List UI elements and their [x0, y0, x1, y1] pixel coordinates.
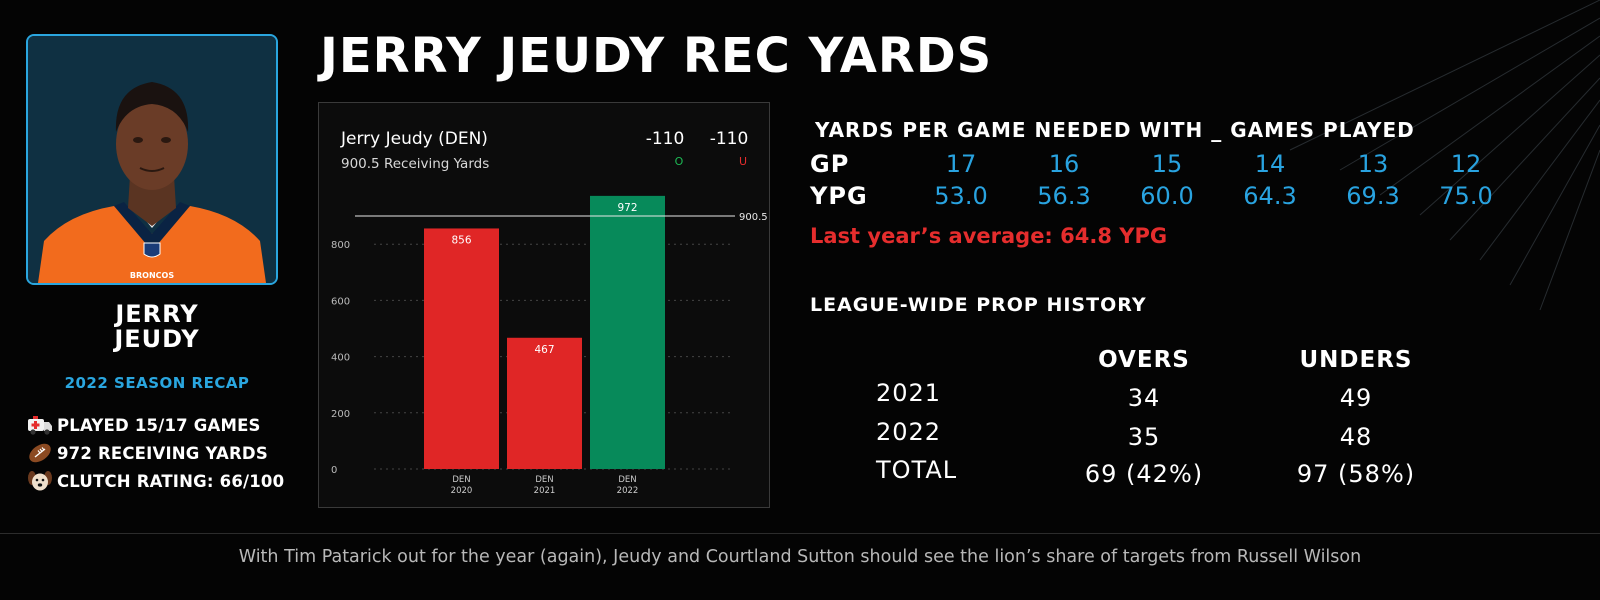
over-odds: -110: [646, 129, 685, 149]
history-row-label: TOTAL: [876, 456, 958, 484]
y-tick-label: 200: [331, 409, 350, 420]
x-tick-label: DEN: [452, 475, 470, 485]
player-name-line2: JEUDY: [114, 325, 200, 353]
over-label: O: [675, 155, 684, 168]
history-unders-cell: 97 (58%): [1296, 460, 1416, 488]
player-photo: BRONCOS: [26, 34, 278, 285]
bar: [424, 228, 499, 469]
y-tick-label: 800: [331, 240, 350, 251]
bar: [507, 337, 582, 469]
stat-text: 972 RECEIVING YARDS: [57, 443, 268, 463]
stat-receiving-yards: 972 RECEIVING YARDS: [27, 439, 307, 467]
chart-line-label: 900.5 Receiving Yards: [341, 156, 489, 172]
history-overs-cell: 34: [1127, 384, 1161, 412]
history-row-label: 2021: [876, 379, 942, 407]
ypg-cell: 60.0: [1140, 182, 1194, 210]
unders-column-header: UNDERS: [1299, 347, 1413, 373]
gp-cell: 13: [1357, 150, 1389, 178]
gp-cell: 15: [1151, 150, 1183, 178]
history-overs-cell: 69 (42%): [1084, 460, 1204, 488]
ypg-cell: 75.0: [1439, 182, 1493, 210]
gp-cell: 12: [1450, 150, 1482, 178]
gp-cell: 14: [1254, 150, 1286, 178]
x-tick-label: DEN: [618, 475, 636, 485]
season-recap-label: 2022 SEASON RECAP: [64, 374, 250, 392]
caption-text: With Tim Patarick out for the year (agai…: [238, 547, 1362, 567]
chart-player-name: Jerry Jeudy (DEN): [340, 129, 488, 149]
caption-divider: [0, 533, 1600, 534]
ypg-heading: YARDS PER GAME NEEDED WITH _ GAMES PLAYE…: [815, 118, 1415, 142]
stat-text: PLAYED 15/17 GAMES: [57, 415, 261, 435]
jersey-wordmark: BRONCOS: [130, 271, 174, 280]
player-name: JERRY JEUDY: [26, 302, 288, 352]
ypg-cell: 64.3: [1243, 182, 1297, 210]
history-unders-cell: 48: [1339, 423, 1373, 451]
ypg-cell: 69.3: [1346, 182, 1400, 210]
player-headshot-illustration: BRONCOS: [28, 36, 276, 283]
x-tick-label: 2022: [617, 486, 639, 496]
stat-games-played: PLAYED 15/17 GAMES: [27, 411, 307, 439]
y-tick-label: 400: [331, 353, 350, 364]
ypg-cell: 53.0: [934, 182, 988, 210]
history-row-label: 2022: [876, 418, 942, 446]
x-tick-label: 2021: [534, 486, 556, 496]
overs-column-header: OVERS: [1098, 347, 1190, 373]
gp-cell: 16: [1048, 150, 1080, 178]
y-tick-label: 600: [331, 296, 350, 307]
player-name-line1: JERRY: [115, 300, 199, 328]
football-icon: [27, 441, 57, 465]
gp-label: GP: [810, 150, 850, 178]
bar-value-label: 856: [451, 234, 471, 246]
gp-cell: 17: [945, 150, 977, 178]
history-overs-cell: 35: [1127, 423, 1161, 451]
stat-clutch-rating: CLUTCH RATING: 66/100: [27, 467, 307, 495]
x-tick-label: DEN: [535, 475, 553, 485]
prop-chart-card: Jerry Jeudy (DEN) 900.5 Receiving Yards …: [318, 102, 770, 508]
ambulance-icon: [27, 413, 57, 437]
ypg-label: YPG: [810, 182, 868, 210]
page-title: JERRY JEUDY REC YARDS: [320, 28, 993, 84]
under-label: U: [739, 155, 747, 168]
bar-value-label: 467: [534, 344, 554, 356]
y-tick-label: 0: [331, 465, 337, 476]
ypg-gp-row: GP 17 16 15 14 13 12: [810, 150, 1520, 182]
x-tick-label: 2020: [451, 486, 473, 496]
bar: [590, 195, 665, 470]
receiving-yards-bar-chart: Jerry Jeudy (DEN) 900.5 Receiving Yards …: [331, 129, 768, 496]
prop-history-heading: LEAGUE-WIDE PROP HISTORY: [810, 294, 1147, 316]
last-year-average: Last year’s average: 64.8 YPG: [810, 224, 1168, 248]
dog-face-icon: [27, 469, 57, 493]
season-stats-list: PLAYED 15/17 GAMES 972 RECEIVING YARDS: [27, 411, 307, 495]
ypg-table: GP 17 16 15 14 13 12 YPG 53.0 56.3 60.0 …: [810, 150, 1520, 214]
under-odds: -110: [710, 129, 749, 149]
ypg-values-row: YPG 53.0 56.3 60.0 64.3 69.3 75.0: [810, 182, 1520, 214]
stat-text: CLUTCH RATING: 66/100: [57, 471, 285, 491]
ypg-cell: 56.3: [1037, 182, 1091, 210]
reference-line-label: 900.5: [739, 212, 768, 223]
history-unders-cell: 49: [1339, 384, 1373, 412]
bar-value-label: 972: [617, 202, 637, 214]
